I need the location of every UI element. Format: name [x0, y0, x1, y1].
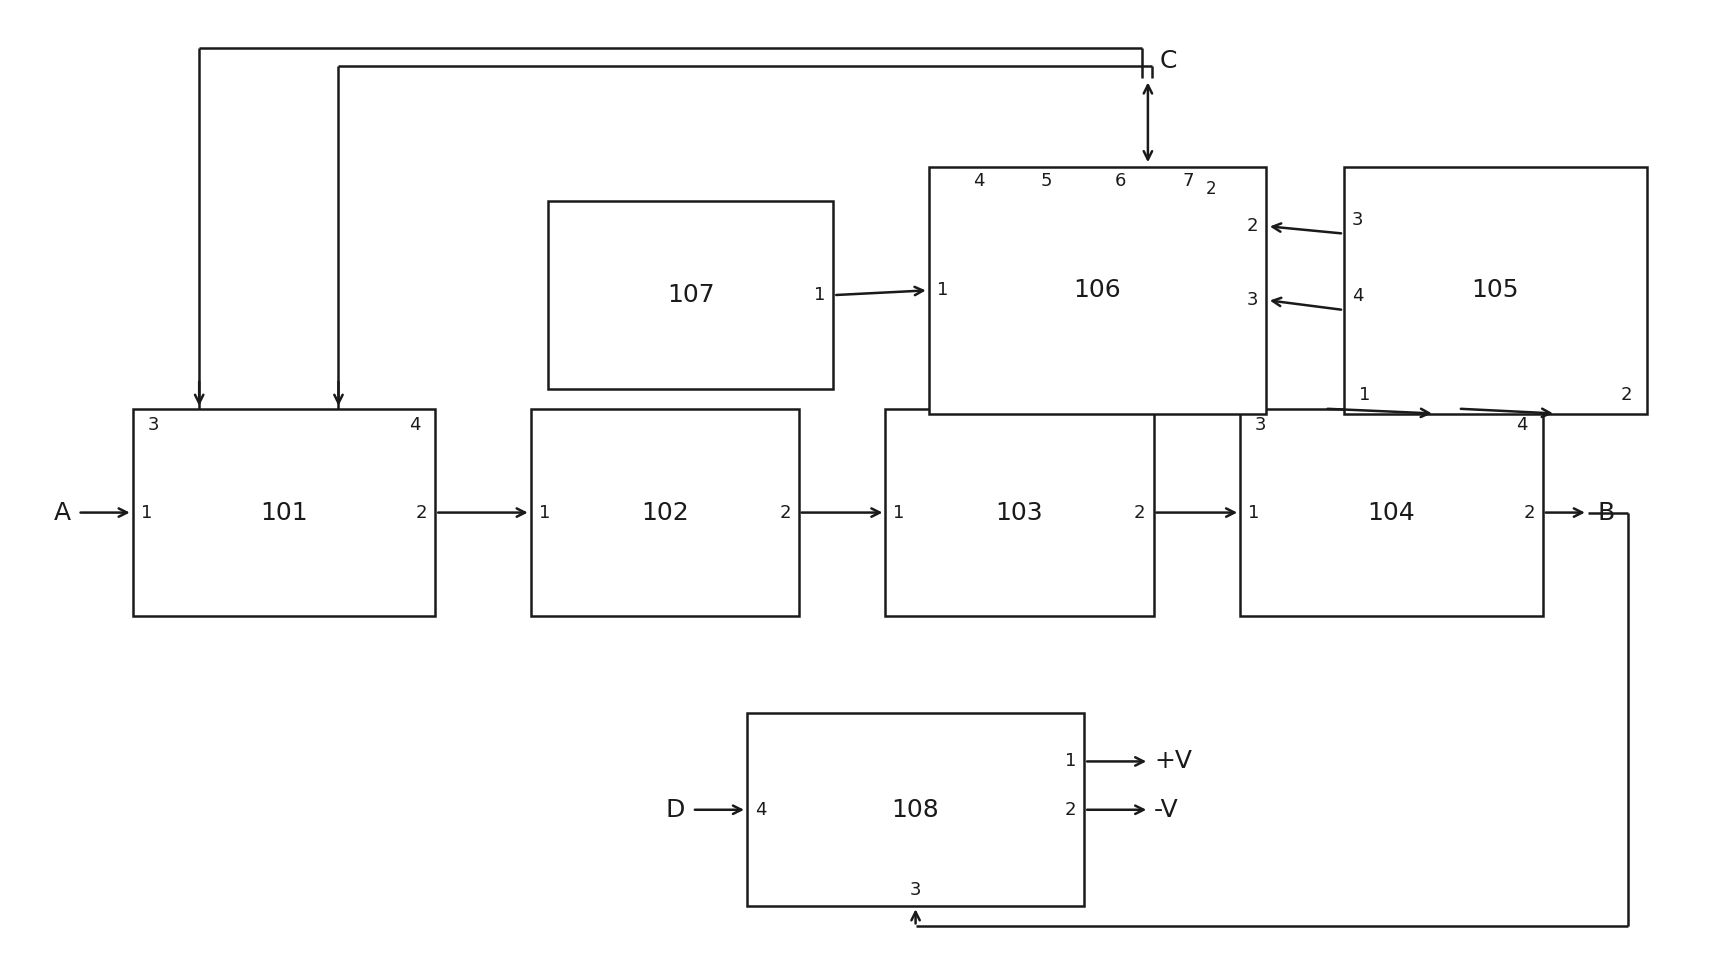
- Text: 3: 3: [148, 416, 160, 434]
- Text: 4: 4: [410, 416, 420, 434]
- Bar: [1344, 167, 1647, 413]
- Text: 6: 6: [1115, 172, 1127, 191]
- Bar: [132, 408, 436, 616]
- Text: 5: 5: [1042, 172, 1052, 191]
- Bar: [746, 713, 1085, 907]
- Text: 3: 3: [1255, 416, 1267, 434]
- Text: 2: 2: [1620, 386, 1632, 403]
- Text: 1: 1: [1248, 503, 1259, 522]
- Bar: [531, 408, 799, 616]
- Text: B: B: [1597, 501, 1614, 525]
- Text: 1: 1: [1359, 386, 1370, 403]
- Text: +V: +V: [1154, 749, 1193, 774]
- Text: 101: 101: [260, 501, 307, 525]
- Text: D: D: [665, 798, 686, 821]
- Text: 1: 1: [894, 503, 904, 522]
- Text: -V: -V: [1154, 798, 1179, 821]
- Text: 4: 4: [1517, 416, 1528, 434]
- Text: 1: 1: [538, 503, 550, 522]
- Text: 2: 2: [1524, 503, 1535, 522]
- Text: 4: 4: [974, 172, 984, 191]
- Text: 2: 2: [1205, 180, 1215, 198]
- Bar: [929, 167, 1266, 413]
- Text: 2: 2: [417, 503, 427, 522]
- Text: 104: 104: [1368, 501, 1415, 525]
- Text: 2: 2: [1246, 217, 1259, 235]
- Text: A: A: [54, 501, 71, 525]
- Text: 3: 3: [1352, 211, 1363, 228]
- Text: 4: 4: [755, 801, 766, 818]
- Text: 103: 103: [996, 501, 1043, 525]
- Text: 7: 7: [1182, 172, 1194, 191]
- Text: 105: 105: [1472, 278, 1519, 302]
- Text: 3: 3: [1246, 292, 1259, 309]
- Text: 106: 106: [1073, 278, 1121, 302]
- Text: 3: 3: [910, 882, 922, 899]
- Text: 1: 1: [936, 281, 948, 299]
- Text: 1: 1: [141, 503, 153, 522]
- Text: C: C: [1160, 49, 1177, 73]
- Text: 102: 102: [641, 501, 689, 525]
- Text: 2: 2: [1064, 801, 1076, 818]
- Text: 108: 108: [892, 798, 939, 821]
- Text: 107: 107: [667, 283, 715, 307]
- Text: 1: 1: [814, 286, 825, 304]
- Text: 4: 4: [1352, 287, 1363, 305]
- Text: 2: 2: [1134, 503, 1146, 522]
- Bar: [549, 201, 833, 390]
- Bar: [1240, 408, 1543, 616]
- Text: 1: 1: [1064, 752, 1076, 771]
- Bar: [885, 408, 1153, 616]
- Text: 2: 2: [779, 503, 792, 522]
